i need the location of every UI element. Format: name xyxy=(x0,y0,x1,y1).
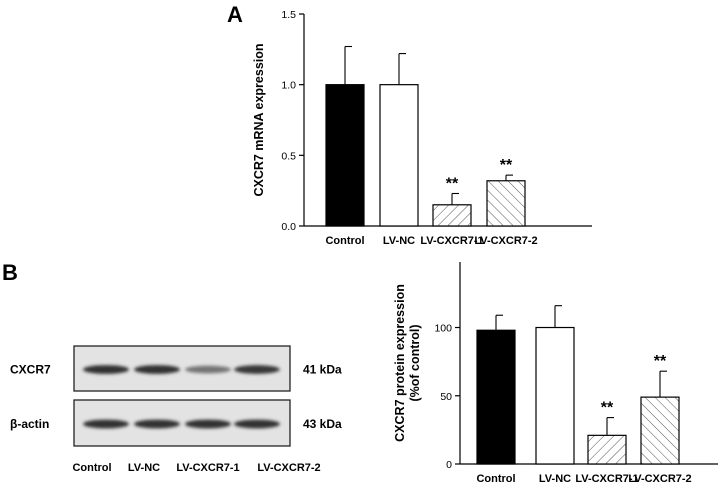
x-category-label: LV-CXCR7-1 xyxy=(575,473,638,485)
chart-a-mrna: 0.0 0.5 1.0 1.5 CXCR7 mRNA expression Control… xyxy=(252,9,592,247)
significance-marker: ** xyxy=(601,400,614,417)
bar-lv-cxcr7-2 xyxy=(640,396,680,465)
blot-band xyxy=(134,365,180,374)
blot-lane-label: Control xyxy=(72,462,111,474)
western-blot: CXCR7 41 kDa β-actin 43 kDa Control LV-NC LV-C… xyxy=(10,345,342,474)
blot-lane-label: LV-CXCR7-2 xyxy=(257,462,320,474)
blot-band xyxy=(83,419,129,429)
y-tick-label: 50 xyxy=(440,391,452,403)
bar-lv-cxcr7-2 xyxy=(486,180,526,227)
significance-marker: ** xyxy=(446,175,459,192)
bar-lv-nc xyxy=(535,326,575,465)
bar-control xyxy=(325,84,365,227)
x-category-label: Control xyxy=(476,473,515,485)
blot-protein-label: β-actin xyxy=(10,417,49,431)
blot-band xyxy=(83,365,129,374)
y-tick-label: 100 xyxy=(434,323,452,335)
chart-b-protein: 0 50 100 CXCR7 protein expression (%of contr… xyxy=(393,262,718,485)
significance-marker: ** xyxy=(500,157,513,174)
x-category-label: Control xyxy=(325,235,364,247)
blot-lane-label: LV-CXCR7-1 xyxy=(176,462,239,474)
blot-band xyxy=(234,365,280,374)
y-axis-label: (%of control) xyxy=(408,324,422,401)
blot-size-label: 41 kDa xyxy=(303,363,342,377)
blot-band xyxy=(234,419,280,429)
x-category-label: LV-NC xyxy=(539,473,571,485)
y-tick-label: 0.0 xyxy=(281,221,296,233)
significance-marker: ** xyxy=(654,353,667,370)
bar-control xyxy=(476,329,516,465)
blot-size-label: 43 kDa xyxy=(303,417,342,431)
y-axis-label: CXCR7 protein expression xyxy=(393,284,407,442)
blot-band xyxy=(134,419,180,429)
y-tick-label: 1.0 xyxy=(281,80,296,92)
x-category-label: LV-NC xyxy=(383,235,415,247)
x-category-label: LV-CXCR7-2 xyxy=(474,235,537,247)
y-axis-label: CXCR7 mRNA expression xyxy=(252,43,266,196)
panel-label-b: B xyxy=(2,260,18,285)
y-tick-label: 1.5 xyxy=(281,9,296,21)
blot-band xyxy=(185,365,231,374)
bar-lv-nc xyxy=(379,84,419,227)
bar-lv-cxcr7-1 xyxy=(587,434,627,465)
x-category-label: LV-CXCR7-2 xyxy=(628,473,691,485)
panel-label-a: A xyxy=(227,2,243,27)
x-category-label: LV-CXCR7-1 xyxy=(420,235,483,247)
bar-lv-cxcr7-1 xyxy=(432,204,472,227)
blot-band xyxy=(185,419,231,429)
y-tick-label: 0 xyxy=(446,459,452,471)
y-tick-label: 0.5 xyxy=(281,150,296,162)
blot-protein-label: CXCR7 xyxy=(10,363,51,377)
blot-lane-label: LV-NC xyxy=(128,462,160,474)
